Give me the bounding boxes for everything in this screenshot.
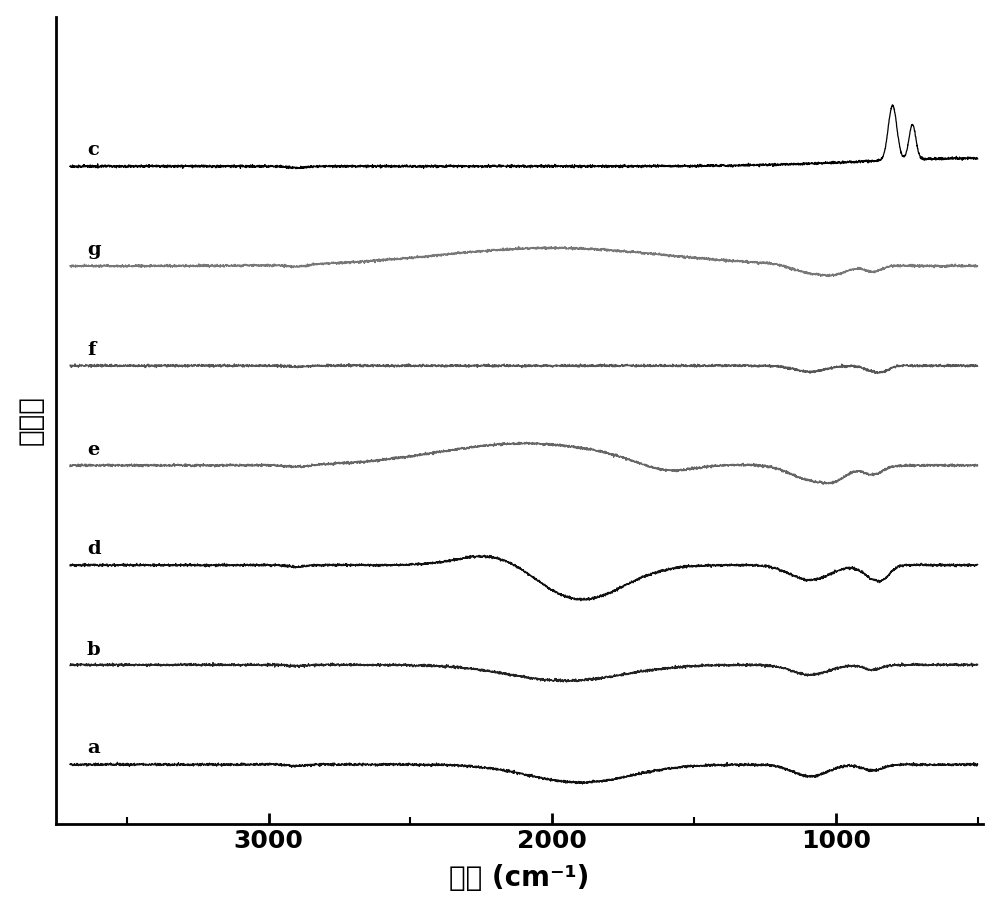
Text: a: a [87,739,100,757]
Text: c: c [87,141,99,159]
Text: g: g [87,241,101,259]
Text: f: f [87,341,95,359]
Text: b: b [87,641,101,659]
X-axis label: 波数 (cm⁻¹): 波数 (cm⁻¹) [449,864,590,893]
Text: e: e [87,441,99,459]
Text: d: d [87,540,101,558]
Y-axis label: 透过率: 透过率 [17,395,45,445]
